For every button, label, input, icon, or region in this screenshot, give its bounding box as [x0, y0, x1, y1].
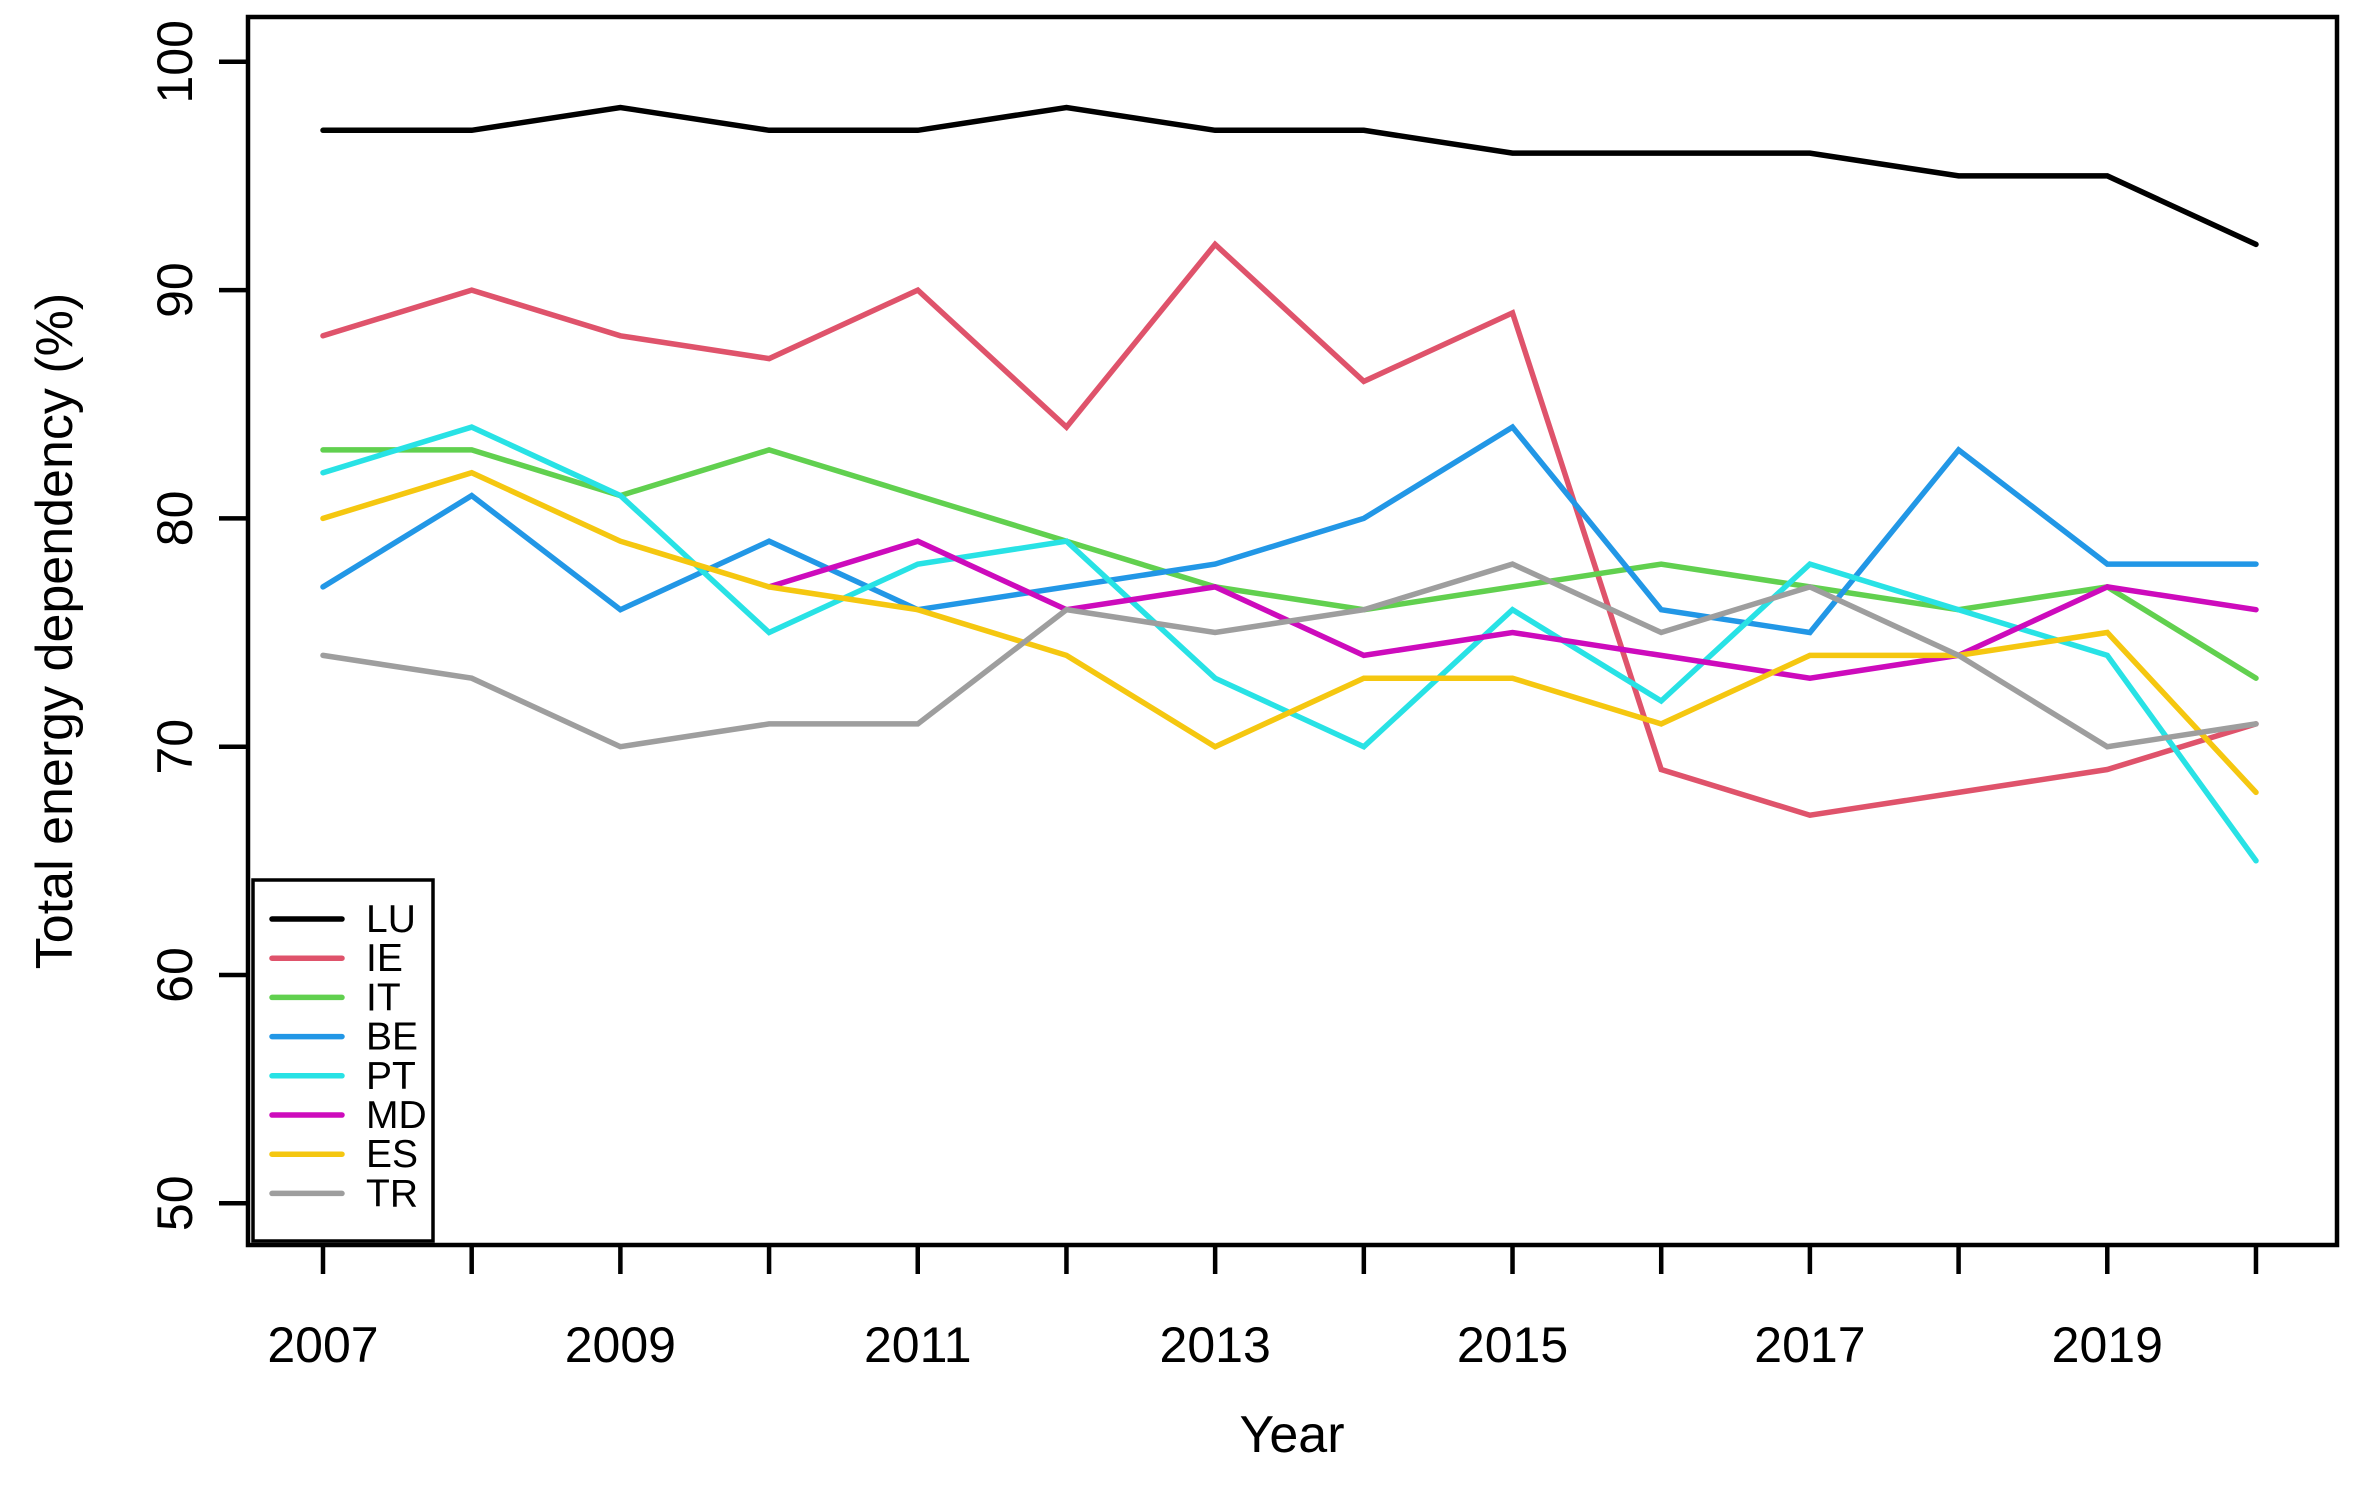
- y-tick-label: 50: [147, 1175, 203, 1231]
- legend-label-TR: TR: [366, 1172, 418, 1215]
- x-tick-label: 2015: [1457, 1317, 1568, 1373]
- series-line-TR: [320, 561, 2259, 750]
- y-axis-title: Total energy dependency (%): [26, 293, 84, 969]
- y-tick-label: 60: [147, 947, 203, 1003]
- series-line-PT: [320, 424, 2259, 864]
- series-line-BE: [320, 423, 2259, 636]
- legend-label-LU: LU: [366, 898, 416, 941]
- legend-box: [251, 878, 435, 1243]
- series-line-MD: [766, 538, 2259, 681]
- legend-label-PT: PT: [366, 1055, 416, 1098]
- series-line-IE: [320, 240, 2259, 819]
- x-tick-label: 2011: [864, 1317, 972, 1373]
- series-line-LU: [320, 104, 2259, 248]
- y-tick-label: 100: [147, 20, 203, 103]
- x-tick-label: 2013: [1160, 1317, 1271, 1373]
- legend-label-ES: ES: [366, 1133, 418, 1176]
- x-tick-label: 2007: [267, 1317, 378, 1373]
- y-tick-label: 80: [147, 491, 203, 547]
- y-tick-label: 90: [147, 262, 203, 318]
- x-tick-label: 2019: [2052, 1317, 2163, 1373]
- y-tick-label: 70: [147, 719, 203, 775]
- series-line-IT: [320, 447, 2259, 681]
- series-line-ES: [320, 469, 2259, 796]
- legend-label-BE: BE: [366, 1016, 418, 1059]
- x-axis-title: Year: [1239, 1406, 1344, 1464]
- plot-border: [245, 14, 2340, 1248]
- legend-label-IT: IT: [366, 976, 401, 1019]
- legend-label-IE: IE: [366, 937, 403, 980]
- legend-label-MD: MD: [366, 1094, 427, 1137]
- x-tick-label: 2017: [1754, 1317, 1865, 1373]
- x-tick-label: 2009: [565, 1317, 676, 1373]
